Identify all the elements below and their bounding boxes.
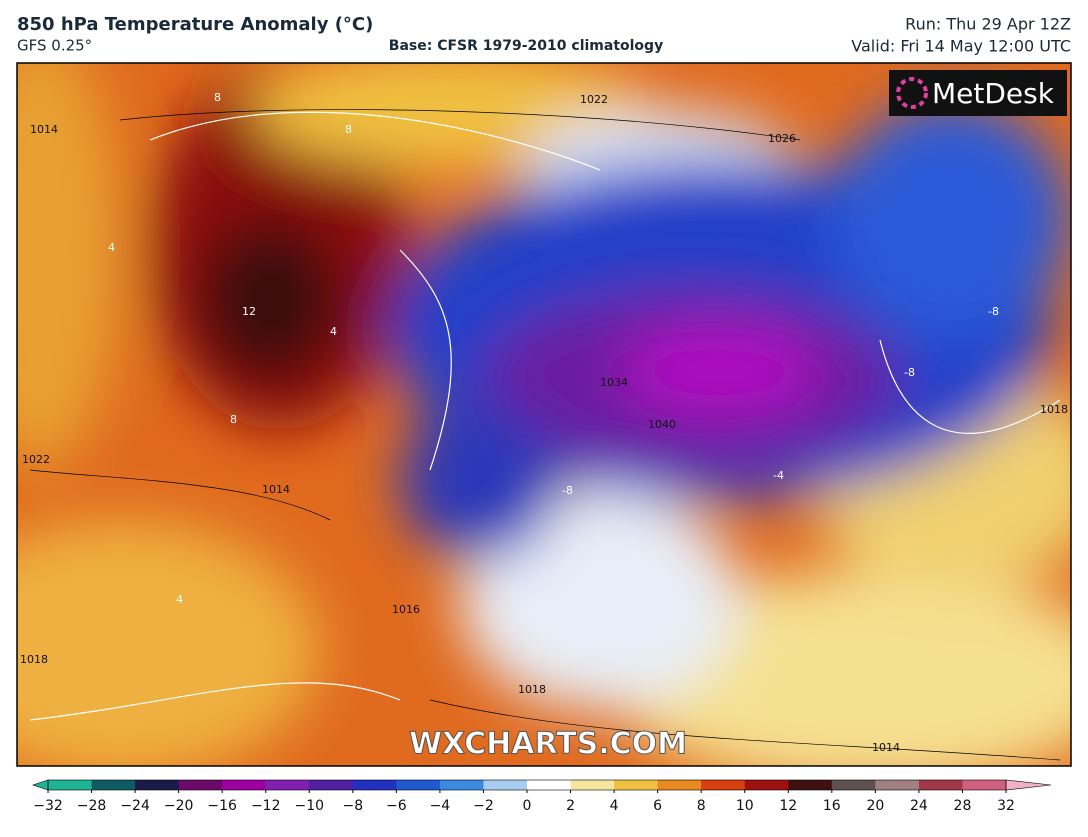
colorbar-segment <box>918 780 963 790</box>
colorbar-tick-label: −16 <box>207 798 237 814</box>
contour-label: 1018 <box>20 653 48 666</box>
colorbar-segment <box>396 780 441 790</box>
colorbar-tick-label: −32 <box>33 798 63 814</box>
colorbar-tick-label: 32 <box>997 798 1015 814</box>
colorbar-segment <box>657 780 702 790</box>
contour-label: 1022 <box>22 453 50 466</box>
contour-label: -4 <box>773 469 784 482</box>
colorbar-tick-label: −10 <box>294 798 324 814</box>
contour-label: 1016 <box>392 603 420 616</box>
colorbar-tick-label: 2 <box>566 798 575 814</box>
colorbar-segment <box>744 780 789 790</box>
base: Base: CFSR 1979-2010 climatology <box>389 38 663 54</box>
colorbar-tick-label: 24 <box>910 798 928 814</box>
colorbar-segment <box>788 780 833 790</box>
colorbar-segment <box>701 780 746 790</box>
colorbar-segment <box>135 780 180 790</box>
colorbar-segment <box>178 780 223 790</box>
colorbar-segment <box>265 780 310 790</box>
contour-label: 1014 <box>262 483 290 496</box>
colorbar-segment <box>91 780 136 790</box>
colorbar-segment <box>962 780 1007 790</box>
logo-icon <box>896 77 928 109</box>
colorbar-segment <box>48 780 93 790</box>
colorbar-segment <box>309 780 354 790</box>
colorbar-segment <box>875 780 920 790</box>
contour-label: 1014 <box>872 741 900 754</box>
colorbar-extend-low <box>32 779 49 791</box>
map-frame <box>16 62 1072 767</box>
colorbar-segment <box>352 780 397 790</box>
colorbar-segment <box>570 780 615 790</box>
colorbar-segment <box>483 780 528 790</box>
contour-label: 8 <box>214 91 221 104</box>
run: Run: Thu 29 Apr 12Z <box>905 15 1071 34</box>
colorbar-tick-label: −24 <box>120 798 150 814</box>
valid: Valid: Fri 14 May 12:00 UTC <box>851 37 1071 56</box>
colorbar-tick-label: −4 <box>430 798 451 814</box>
colorbar-segment <box>614 780 659 790</box>
contour-label: -8 <box>562 484 573 497</box>
colorbar-tick-label: −28 <box>77 798 107 814</box>
colorbar-tick-label: −12 <box>251 798 281 814</box>
colorbar-tick-label: 16 <box>823 798 841 814</box>
colorbar-tick-label: −20 <box>164 798 194 814</box>
colorbar-tick-label: −6 <box>386 798 407 814</box>
logo-box <box>889 70 1067 116</box>
contour-label: 12 <box>242 305 256 318</box>
contour-label: 1040 <box>648 418 676 431</box>
colorbar-frame <box>47 779 1007 791</box>
colorbar-tick-label: 4 <box>610 798 619 814</box>
contour-label: 4 <box>176 593 183 606</box>
colorbar-tick-label: 0 <box>523 798 532 814</box>
colorbar-segment <box>439 780 484 790</box>
logo: MetDesk <box>932 77 1055 110</box>
contour-label: -8 <box>904 366 915 379</box>
model: GFS 0.25° <box>17 37 92 55</box>
colorbar-tick-label: 28 <box>954 798 972 814</box>
contour-label: 1026 <box>768 132 796 145</box>
watermark: WXCHARTS.COM <box>409 727 687 762</box>
colorbar-segment <box>222 780 267 790</box>
colorbar-tick-label: 12 <box>779 798 797 814</box>
contour-label: 1018 <box>518 683 546 696</box>
contour-label: 1022 <box>580 93 608 106</box>
colorbar-tick-label: 10 <box>736 798 754 814</box>
colorbar-segment <box>831 780 876 790</box>
contour-label: 8 <box>345 123 352 136</box>
contour-label: 4 <box>330 325 337 338</box>
colorbar-segment <box>527 780 572 790</box>
title: 850 hPa Temperature Anomaly (°C) <box>17 14 373 35</box>
contour-label: 1034 <box>600 376 628 389</box>
colorbar-tick-label: −2 <box>473 798 494 814</box>
colorbar-tick-label: 20 <box>866 798 884 814</box>
contour-label: 1014 <box>30 123 58 136</box>
contour-label: -8 <box>988 305 999 318</box>
colorbar-tick-label: 8 <box>697 798 706 814</box>
contour-label: 8 <box>230 413 237 426</box>
colorbar-tick-label: −8 <box>342 798 363 814</box>
colorbar-tick-label: 6 <box>653 798 662 814</box>
contour-label: 4 <box>108 241 115 254</box>
contour-label: 1018 <box>1040 403 1068 416</box>
map <box>17 63 1071 766</box>
colorbar-extend-high <box>1005 779 1052 791</box>
